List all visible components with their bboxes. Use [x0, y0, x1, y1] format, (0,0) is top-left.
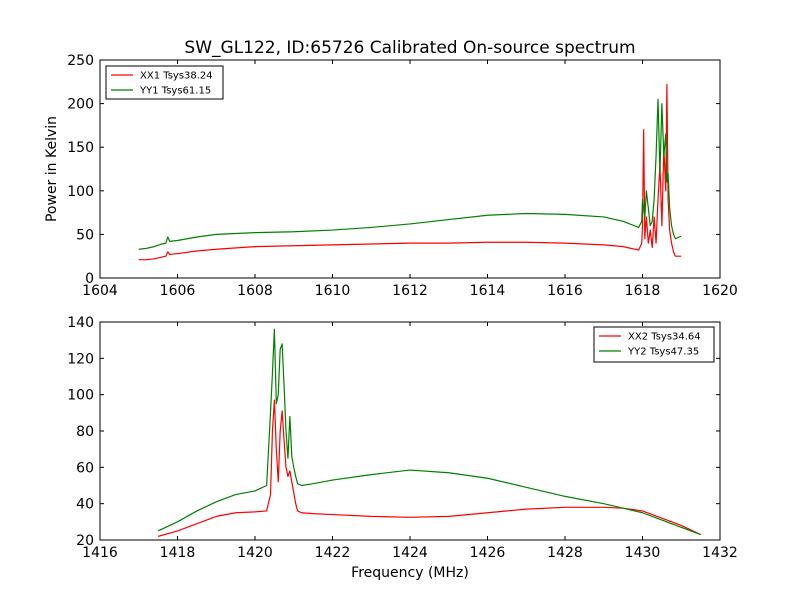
- x-tick-label: 1426: [470, 545, 506, 561]
- top-panel: 1604 1606 1608 1610 1612 1614 1616 1618 1620 0 50 1…: [67, 53, 738, 299]
- series-line-yy: [157, 328, 701, 536]
- y-axis-label: Power in Kelvin: [44, 116, 60, 222]
- y-tick-label: 0: [85, 271, 94, 287]
- y-tick-label: 100: [67, 388, 94, 404]
- legend-label: YY1 Tsys61.15: [139, 86, 211, 97]
- x-axis-label: Frequency (MHz): [351, 565, 469, 581]
- legend-box: [593, 326, 715, 363]
- legend-label: YY2 Tsys47.35: [627, 347, 699, 358]
- x-tick-label: 1616: [547, 283, 583, 299]
- y-tick-label: 120: [67, 351, 94, 367]
- x-tick-label: 1430: [625, 545, 661, 561]
- y-tick-label: 200: [67, 97, 94, 113]
- x-tick-label: 1608: [237, 283, 273, 299]
- bottom-panel: 1416 1418 1420 1422 1424 1426 1428 1430 1432 20 40…: [67, 315, 738, 561]
- y-tick-label: 20: [76, 533, 94, 549]
- x-tick-label: 1428: [547, 545, 583, 561]
- y-tick-label: 140: [67, 315, 94, 331]
- x-tick-label: 1416: [82, 545, 118, 561]
- x-tick-label: 1610: [315, 283, 351, 299]
- y-tick-label: 250: [67, 53, 94, 69]
- legend-box: [105, 65, 224, 100]
- y-tick-label: 150: [67, 140, 94, 156]
- series-line-yy: [138, 98, 682, 250]
- x-tick-label: 1614: [470, 283, 506, 299]
- legend: XX1 Tsys38.24 YY1 Tsys61.15: [105, 65, 224, 100]
- y-tick-label: 100: [67, 184, 94, 200]
- chart-title: SW_GL122, ID:65726 Calibrated On-source …: [184, 38, 635, 58]
- y-tick-label: 40: [76, 497, 94, 513]
- series-line-xx: [138, 83, 682, 261]
- x-tick-label: 1420: [237, 545, 273, 561]
- x-tick-label: 1612: [392, 283, 428, 299]
- y-tick-label: 80: [76, 424, 94, 440]
- x-tick-label: 1432: [702, 545, 738, 561]
- x-tick-label: 1604: [82, 283, 118, 299]
- x-tick-label: 1618: [625, 283, 661, 299]
- x-tick-label: 1422: [315, 545, 351, 561]
- legend-label: XX2 Tsys34.64: [628, 332, 701, 343]
- x-tick-label: 1620: [702, 283, 738, 299]
- legend: XX2 Tsys34.64 YY2 Tsys47.35: [593, 326, 715, 363]
- x-tick-label: 1606: [160, 283, 196, 299]
- series-line-xx: [157, 399, 701, 537]
- x-tick-label: 1424: [392, 545, 428, 561]
- y-tick-label: 60: [76, 460, 94, 476]
- legend-label: XX1 Tsys38.24: [140, 71, 213, 82]
- y-tick-label: 50: [76, 227, 94, 243]
- x-tick-label: 1418: [160, 545, 196, 561]
